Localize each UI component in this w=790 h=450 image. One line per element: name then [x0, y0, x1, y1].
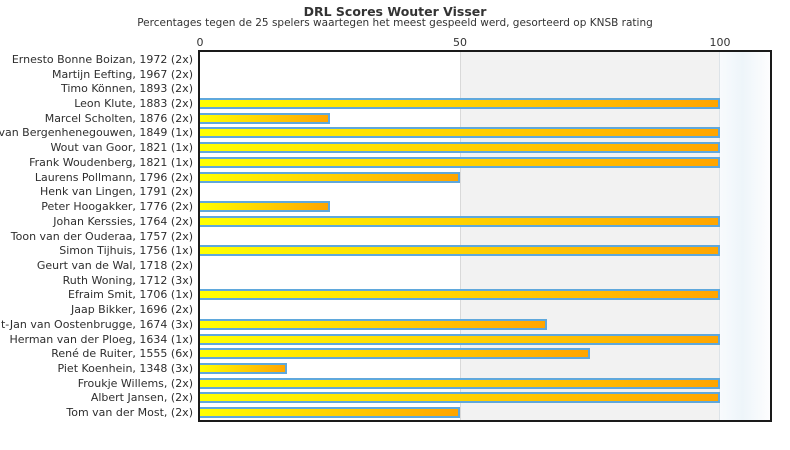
- y-axis-label: Martijn Eefting, 1967 (2x): [52, 67, 193, 81]
- bar: [200, 377, 720, 389]
- y-axis-label: Toon van der Ouderaa, 1757 (2x): [10, 229, 193, 243]
- y-axis-label: Tom van der Most, (2x): [66, 406, 193, 420]
- bar: [200, 333, 720, 345]
- bar: [200, 348, 590, 360]
- y-axis-label: Ernesto Bonne Boizan, 1972 (2x): [11, 52, 193, 66]
- y-axis-label: Frank Woudenberg, 1821 (1x): [29, 155, 193, 169]
- y-axis-label: Geurt van de Wal, 1718 (2x): [36, 258, 193, 272]
- bar: [200, 112, 330, 124]
- chart-subtitle: Percentages tegen de 25 spelers waartege…: [137, 17, 653, 29]
- chart-title: DRL Scores Wouter Visser: [303, 4, 487, 19]
- y-axis-label: van Bergenhenegouwen, 1849 (1x): [0, 126, 193, 140]
- bar: [200, 127, 720, 139]
- y-axis-label: Herman van der Ploeg, 1634 (1x): [9, 332, 193, 346]
- bar: [200, 245, 720, 257]
- bar: [200, 201, 330, 213]
- y-axis-label: Leon Klute, 1883 (2x): [74, 97, 193, 111]
- y-axis-label: Efraim Smit, 1706 (1x): [68, 288, 193, 302]
- bar: [200, 407, 460, 419]
- y-axis-label: Johan Kerssies, 1764 (2x): [53, 214, 193, 228]
- y-axis-label: Henk van Lingen, 1791 (2x): [39, 185, 193, 199]
- y-axis-label: t-Jan van Oostenbrugge, 1674 (3x): [0, 317, 193, 331]
- y-axis-label: Jaap Bikker, 1696 (2x): [70, 303, 193, 317]
- bar: [200, 98, 720, 110]
- x-axis-tick-label: 50: [453, 36, 467, 49]
- y-axis-label: Marcel Scholten, 1876 (2x): [44, 111, 193, 125]
- bar: [200, 171, 460, 183]
- x-axis-tick-label: 0: [196, 36, 204, 49]
- bar: [200, 318, 547, 330]
- y-axis-label: Ruth Woning, 1712 (3x): [62, 273, 193, 287]
- y-axis-label: Simon Tijhuis, 1756 (1x): [59, 244, 193, 258]
- bar: [200, 215, 720, 227]
- y-axis-label: Wout van Goor, 1821 (1x): [50, 141, 193, 155]
- bar: [200, 156, 720, 168]
- bar: [200, 142, 720, 154]
- y-axis-label: Froukje Willems, (2x): [77, 376, 193, 390]
- y-axis-label: Peter Hoogakker, 1776 (2x): [41, 200, 193, 214]
- y-axis-label: Piet Koenhein, 1348 (3x): [57, 361, 193, 375]
- overflow-band: [720, 52, 770, 420]
- y-axis-label: René de Ruiter, 1555 (6x): [51, 347, 193, 361]
- plot-area: [198, 50, 772, 422]
- bar: [200, 362, 287, 374]
- y-axis-label: Laurens Pollmann, 1796 (2x): [34, 170, 193, 184]
- bar: [200, 392, 720, 404]
- x-axis-tick-label: 100: [709, 36, 731, 49]
- y-axis-label: Timo Können, 1893 (2x): [60, 82, 193, 96]
- bar: [200, 289, 720, 301]
- y-axis-label: Albert Jansen, (2x): [90, 391, 193, 405]
